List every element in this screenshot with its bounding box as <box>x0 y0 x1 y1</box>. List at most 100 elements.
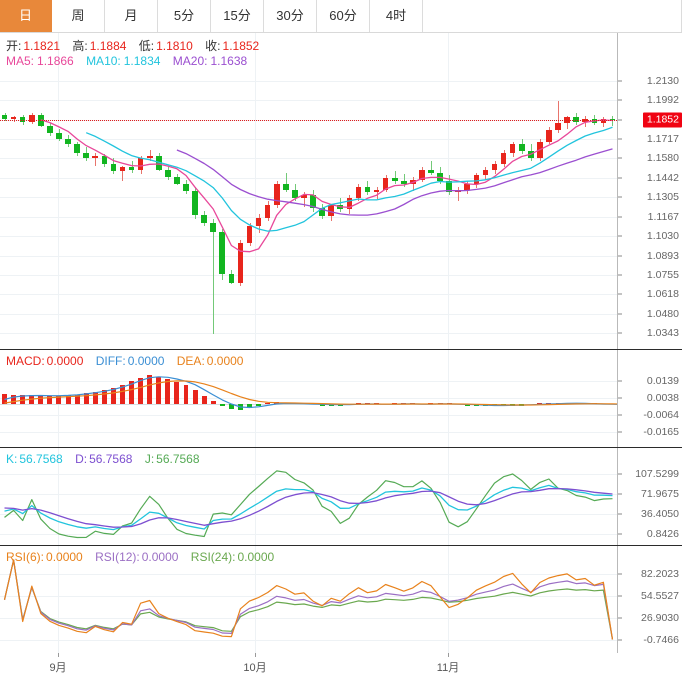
kdj-plot-area[interactable] <box>0 448 617 545</box>
rsi-plot-area[interactable] <box>0 546 617 653</box>
macd-histogram-bar <box>129 381 135 405</box>
candle-body <box>373 189 380 193</box>
candle-body <box>419 169 425 180</box>
candle-body <box>518 144 525 152</box>
period-tab-bar[interactable]: 日周月 5分 15分 30分 60分 4时 <box>0 0 682 33</box>
vertical-gridline <box>255 448 256 545</box>
axis-tick-label: 1.1030 <box>646 230 679 243</box>
candle-body <box>201 214 207 224</box>
tab-6[interactable]: 60分 <box>317 0 370 32</box>
candle-body <box>165 169 171 178</box>
axis-tick-mark <box>618 533 622 535</box>
macd-histogram-bar <box>265 403 271 405</box>
time-axis-tick <box>448 653 449 657</box>
axis-tick-mark <box>618 595 622 597</box>
macd-histogram-bar <box>38 395 44 405</box>
moving-average-lines <box>40 119 613 253</box>
candle-body <box>573 117 579 122</box>
candle-wick <box>558 100 559 134</box>
macd-histogram-bar <box>192 389 198 405</box>
axis-tick-label: 1.1992 <box>646 94 679 107</box>
time-axis-label: 11月 <box>436 662 460 674</box>
candle-body <box>210 223 217 232</box>
gridline <box>0 474 617 475</box>
candle-body <box>219 231 226 275</box>
tab-3[interactable]: 5分 <box>158 0 211 32</box>
gridline <box>0 574 617 575</box>
candle-body <box>464 183 471 190</box>
gridline <box>0 158 617 159</box>
tab-0[interactable]: 日 <box>0 0 52 32</box>
axis-tick-mark <box>618 80 622 82</box>
tab-1[interactable]: 周 <box>52 0 105 32</box>
candle-body <box>110 164 117 172</box>
axis-tick-mark <box>618 397 622 399</box>
macd-histogram-bar <box>74 394 80 405</box>
axis-tick-label: 1.1305 <box>646 191 679 204</box>
axis-tick-label: 26.9030 <box>641 612 679 625</box>
candle-body <box>527 151 534 159</box>
gridline <box>0 294 617 295</box>
tab-5[interactable]: 30分 <box>264 0 317 32</box>
macd-histogram-bar <box>56 396 62 405</box>
candle-body <box>65 138 71 145</box>
macd-histogram-bar <box>247 404 252 409</box>
axis-tick-label: 54.5527 <box>641 590 679 603</box>
price-panel[interactable]: 开: 1.1821 高: 1.1884 低: 1.1810 收: 1.1852 MA5:… <box>0 33 682 350</box>
axis-tick-label: 82.2023 <box>641 568 679 581</box>
candle-wick <box>395 171 396 184</box>
candle-body <box>273 183 280 206</box>
gridline <box>0 415 617 416</box>
axis-tick-label: 0.8426 <box>646 528 679 541</box>
tab-bar-filler <box>423 0 682 32</box>
rsi-panel[interactable]: RSI(6): 0.0000 RSI(12): 0.0000 RSI(24): 0.0… <box>0 546 682 653</box>
axis-tick-mark <box>618 157 622 159</box>
gridline <box>0 275 617 276</box>
time-axis-label: 9月 <box>49 662 67 674</box>
tab-4[interactable]: 15分 <box>211 0 264 32</box>
kdj-panel[interactable]: K: 56.7568 D: 56.7568 J: 56.7568 107.5299 71… <box>0 448 682 546</box>
axis-tick-label: 1.0343 <box>646 327 679 340</box>
candle-body <box>83 153 89 159</box>
macd-plot-area[interactable] <box>0 350 617 447</box>
macd-histogram-bar <box>256 404 262 406</box>
tab-7[interactable]: 4时 <box>370 0 423 32</box>
gridline <box>0 139 617 140</box>
axis-tick-mark <box>618 138 622 140</box>
gridline <box>0 398 617 399</box>
rsi-axis: 82.2023 54.5527 26.9030 -0.7466 <box>617 546 682 653</box>
macd-zero-line <box>0 404 617 405</box>
candle-wick <box>213 219 214 334</box>
gridline <box>0 81 617 82</box>
candle-body <box>473 175 480 184</box>
gridline <box>0 178 617 179</box>
macd-histogram-bar <box>47 396 53 405</box>
tab-2[interactable]: 月 <box>105 0 158 32</box>
axis-tick-label: 1.2130 <box>646 74 679 87</box>
candle-wick <box>458 186 459 201</box>
rsi-lines <box>3 559 614 640</box>
axis-tick-mark <box>618 196 622 198</box>
vertical-gridline <box>448 350 449 447</box>
price-plot-area[interactable] <box>0 33 617 349</box>
candle-body <box>428 169 434 173</box>
axis-tick-label: 0.0038 <box>646 391 679 404</box>
macd-histogram-bar <box>147 375 153 405</box>
axis-tick-mark <box>618 177 622 179</box>
gridline <box>0 197 617 198</box>
price-axis: 1.2130 1.1992 1.1852 1.1717 1.1580 1.1442 1.13… <box>617 33 682 349</box>
candle-body <box>137 157 144 171</box>
macd-histogram-bar <box>174 382 180 405</box>
macd-panel[interactable]: MACD: 0.0000 DIFF: 0.0000 DEA: 0.0000 0.013… <box>0 350 682 448</box>
candle-body <box>546 130 552 142</box>
axis-tick-mark <box>618 639 622 641</box>
candle-body <box>500 152 507 165</box>
axis-tick-mark <box>618 380 622 382</box>
candle-body <box>482 169 489 176</box>
time-axis-label: 10月 <box>243 662 267 674</box>
axis-tick-mark <box>618 617 622 619</box>
time-axis-tick <box>255 653 256 657</box>
axis-tick-mark <box>618 274 622 276</box>
axis-tick-mark <box>618 493 622 495</box>
candle-body <box>47 125 53 134</box>
